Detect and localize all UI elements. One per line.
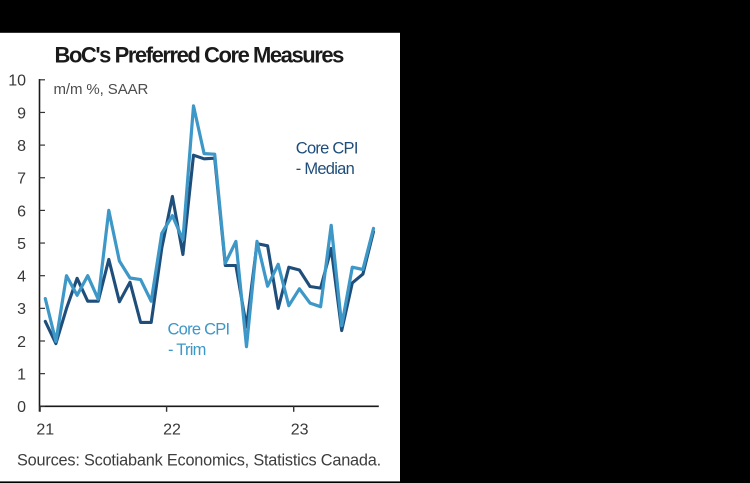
svg-text:23: 23	[291, 421, 309, 438]
svg-text:7: 7	[17, 171, 26, 188]
svg-text:Core CPI: Core CPI	[168, 321, 230, 339]
svg-text:0: 0	[17, 399, 26, 416]
svg-text:6: 6	[17, 203, 26, 220]
svg-text:21: 21	[36, 421, 54, 438]
svg-text:BoC's Preferred Core Measures: BoC's Preferred Core Measures	[55, 43, 345, 68]
svg-text:- Median: - Median	[296, 160, 355, 178]
svg-text:10: 10	[8, 73, 26, 90]
svg-text:Sources: Scotiabank Economics,: Sources: Scotiabank Economics, Statistic…	[17, 452, 381, 470]
svg-text:m/m %, SAAR: m/m %, SAAR	[54, 81, 149, 98]
svg-text:2: 2	[17, 334, 26, 351]
svg-text:3: 3	[17, 301, 26, 318]
svg-text:5: 5	[17, 236, 26, 253]
svg-text:1: 1	[17, 367, 26, 384]
svg-text:8: 8	[17, 138, 26, 155]
svg-text:4: 4	[17, 269, 26, 286]
svg-text:- Trim: - Trim	[168, 341, 206, 359]
svg-text:Core CPI: Core CPI	[296, 140, 358, 158]
svg-text:9: 9	[17, 105, 26, 122]
svg-text:22: 22	[163, 421, 181, 438]
